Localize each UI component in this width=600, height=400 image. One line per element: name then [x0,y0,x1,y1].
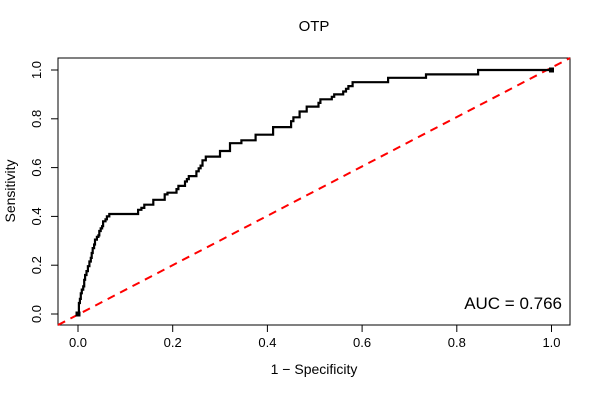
y-tick-label: 0.0 [29,305,44,323]
x-tick-label: 0.4 [258,335,276,350]
y-tick-label: 0.8 [29,110,44,128]
roc-end-marker [75,311,81,317]
roc-curve-path [77,68,552,316]
y-tick-label: 1.0 [29,61,44,79]
x-tick-label: 0.0 [69,335,87,350]
chance-diagonal-line [57,57,571,326]
y-tick-label: 0.6 [29,159,44,177]
x-tick-label: 0.6 [353,335,371,350]
auc-annotation: AUC = 0.766 [464,294,562,313]
x-tick-label: 0.8 [448,335,466,350]
x-axis-ticks: 0.0 0.2 0.4 0.6 0.8 1.0 [69,325,561,350]
y-axis-label: Sensitivity [2,159,18,222]
roc-end-marker [549,67,554,73]
x-tick-label: 0.2 [164,335,182,350]
x-axis-label: 1 − Specificity [271,361,358,377]
y-axis-ticks: 0.0 0.2 0.4 0.6 0.8 1.0 [29,61,58,323]
y-tick-label: 0.4 [29,207,44,225]
y-tick-label: 0.2 [29,256,44,274]
chart-title: OTP [299,18,330,35]
x-tick-label: 1.0 [542,335,560,350]
series-layer [57,57,571,326]
plot-box [57,57,571,326]
